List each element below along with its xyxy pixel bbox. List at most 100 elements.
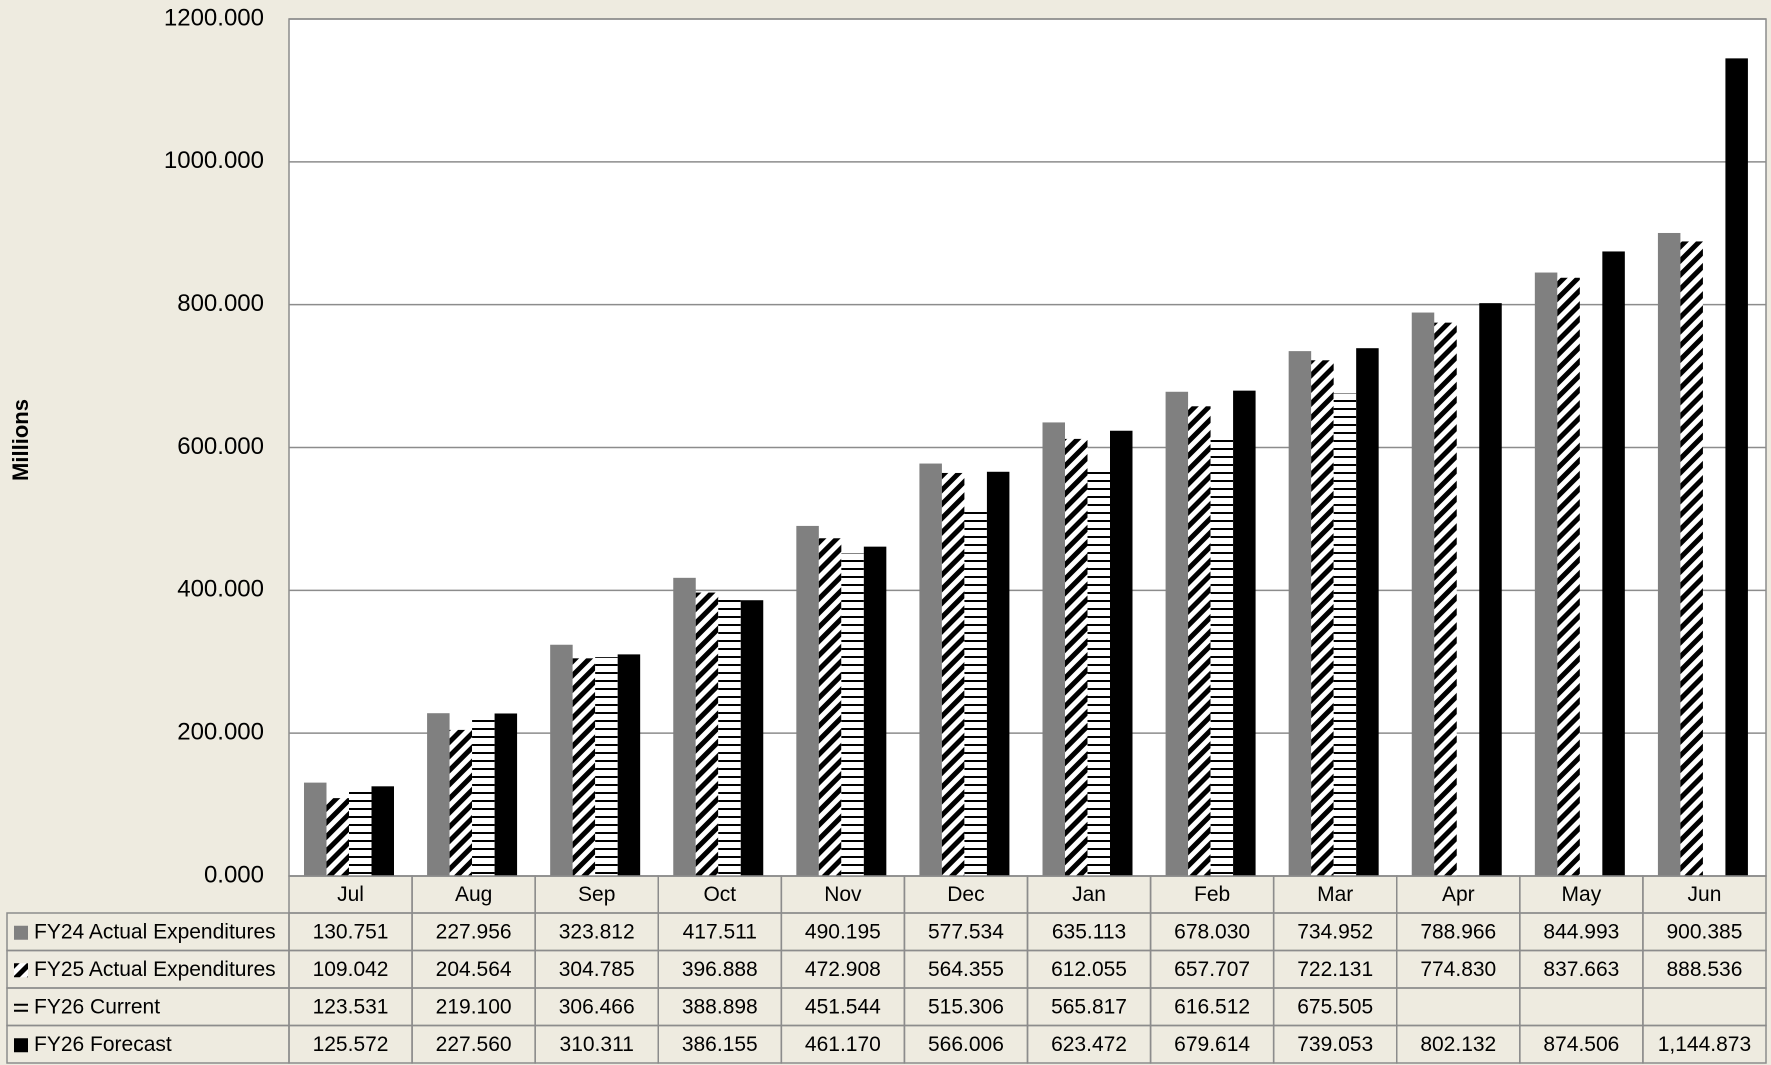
y-tick-label: 400.000 <box>177 576 264 603</box>
data-label: 616.512 <box>1174 995 1250 1018</box>
bar-fy25-actual-expenditures-sep <box>572 658 596 876</box>
y-tick-label: 600.000 <box>177 433 264 460</box>
bar-fy25-actual-expenditures-aug <box>449 729 473 876</box>
bar-fy25-actual-expenditures-dec <box>941 472 965 876</box>
bar-fy26-forecast-oct <box>740 600 764 876</box>
bar-fy24-actual-expenditures-dec <box>919 463 942 876</box>
x-tick-label: Mar <box>1317 883 1353 906</box>
y-tick-label: 1200.000 <box>164 4 264 31</box>
bar-fy25-actual-expenditures-feb <box>1188 406 1211 876</box>
legend-label: FY26 Forecast <box>34 1033 172 1056</box>
data-label: 227.560 <box>436 1033 512 1056</box>
data-label: 774.830 <box>1420 958 1496 981</box>
bar-fy26-forecast-sep <box>617 654 641 876</box>
bar-fy25-actual-expenditures-mar <box>1311 360 1334 877</box>
bar-fy25-actual-expenditures-apr <box>1434 322 1457 877</box>
legend-label: FY26 Current <box>34 995 160 1018</box>
bar-fy26-current-feb <box>1210 435 1234 876</box>
bar-fy26-forecast-apr <box>1479 303 1502 877</box>
data-label: 874.506 <box>1543 1033 1619 1056</box>
legend-label: FY25 Actual Expenditures <box>34 958 276 981</box>
bar-fy25-actual-expenditures-jan <box>1065 438 1088 876</box>
legend-key-fy24-actual-expenditures <box>14 925 28 940</box>
data-label: 219.100 <box>436 995 512 1018</box>
bar-fy24-actual-expenditures-apr <box>1411 312 1435 877</box>
data-label: 788.966 <box>1420 920 1496 943</box>
bar-fy25-actual-expenditures-may <box>1557 277 1580 876</box>
data-label: 678.030 <box>1174 920 1250 943</box>
data-label: 310.311 <box>560 1033 634 1056</box>
data-label: 802.132 <box>1420 1033 1496 1056</box>
y-axis-label: Millions <box>8 399 33 481</box>
x-tick-label: Feb <box>1194 883 1230 906</box>
data-label: 451.544 <box>805 995 881 1018</box>
bar-fy26-forecast-dec <box>986 471 1010 876</box>
data-label: 844.993 <box>1543 920 1619 943</box>
data-label: 612.055 <box>1051 958 1127 981</box>
bar-fy24-actual-expenditures-sep <box>550 644 573 876</box>
legend-key-fy26-forecast <box>14 1038 28 1053</box>
bar-fy26-forecast-may <box>1602 251 1625 876</box>
data-label: 679.614 <box>1174 1033 1250 1056</box>
y-tick-label: 200.000 <box>177 719 264 746</box>
data-label: 125.572 <box>313 1033 389 1056</box>
data-label: 515.306 <box>928 995 1004 1018</box>
x-tick-label: Jun <box>1688 883 1722 906</box>
bar-fy26-forecast-aug <box>494 713 518 876</box>
x-tick-label: Sep <box>578 883 615 906</box>
bar-fy26-forecast-feb <box>1233 390 1256 876</box>
bar-fy26-forecast-mar <box>1356 348 1379 876</box>
y-tick-label: 1000.000 <box>164 147 264 174</box>
bar-fy25-actual-expenditures-nov <box>818 538 842 876</box>
x-tick-label: Oct <box>703 883 736 906</box>
y-tick-label: 0.000 <box>204 861 264 888</box>
data-label: 204.564 <box>436 958 512 981</box>
data-label: 734.952 <box>1297 920 1373 943</box>
data-label: 306.466 <box>559 995 635 1018</box>
bar-fy24-actual-expenditures-jan <box>1042 422 1065 876</box>
data-label: 130.751 <box>313 920 389 943</box>
data-label: 566.006 <box>928 1033 1004 1056</box>
bar-fy26-current-sep <box>595 657 618 876</box>
bar-fy24-actual-expenditures-aug <box>427 713 450 876</box>
bar-fy24-actual-expenditures-jun <box>1657 232 1681 877</box>
bar-fy26-current-jan <box>1087 471 1110 876</box>
bar-fy26-current-nov <box>841 553 864 876</box>
data-label: 396.888 <box>682 958 758 981</box>
data-label: 577.534 <box>928 920 1004 943</box>
bar-fy26-current-mar <box>1333 393 1357 876</box>
bar-fy25-actual-expenditures-jul <box>326 798 349 876</box>
bar-fy24-actual-expenditures-oct <box>673 577 696 876</box>
data-label: 564.355 <box>928 958 1004 981</box>
bar-fy25-actual-expenditures-oct <box>695 592 719 876</box>
x-tick-label: Dec <box>947 883 984 906</box>
data-label: 323.812 <box>559 920 635 943</box>
data-label: 1,144.873 <box>1658 1033 1751 1056</box>
x-tick-label: Jul <box>337 883 364 906</box>
x-tick-label: Aug <box>455 883 492 906</box>
data-label: 417.511 <box>683 920 757 943</box>
x-tick-label: May <box>1562 883 1602 906</box>
data-label: 490.195 <box>805 920 881 943</box>
data-label: 472.908 <box>805 958 881 981</box>
data-label: 722.131 <box>1297 958 1373 981</box>
data-label: 888.536 <box>1666 958 1742 981</box>
data-label: 388.898 <box>682 995 758 1018</box>
data-label: 623.472 <box>1051 1033 1127 1056</box>
x-tick-label: Nov <box>824 883 862 906</box>
legend-key-fy25-actual-expenditures <box>14 963 28 978</box>
bar-fy26-forecast-jun <box>1725 58 1748 876</box>
legend-label: FY24 Actual Expenditures <box>34 920 276 943</box>
table-cell <box>1642 987 1767 1027</box>
bar-fy26-current-dec <box>964 507 987 876</box>
data-label: 304.785 <box>559 958 635 981</box>
bar-fy26-current-aug <box>472 719 495 876</box>
data-label: 837.663 <box>1543 958 1619 981</box>
bar-fy24-actual-expenditures-feb <box>1165 391 1189 876</box>
table-cell <box>1519 987 1644 1027</box>
bar-fy26-forecast-jul <box>371 786 394 876</box>
bar-fy26-forecast-nov <box>863 546 887 876</box>
y-tick-label: 800.000 <box>177 290 264 317</box>
